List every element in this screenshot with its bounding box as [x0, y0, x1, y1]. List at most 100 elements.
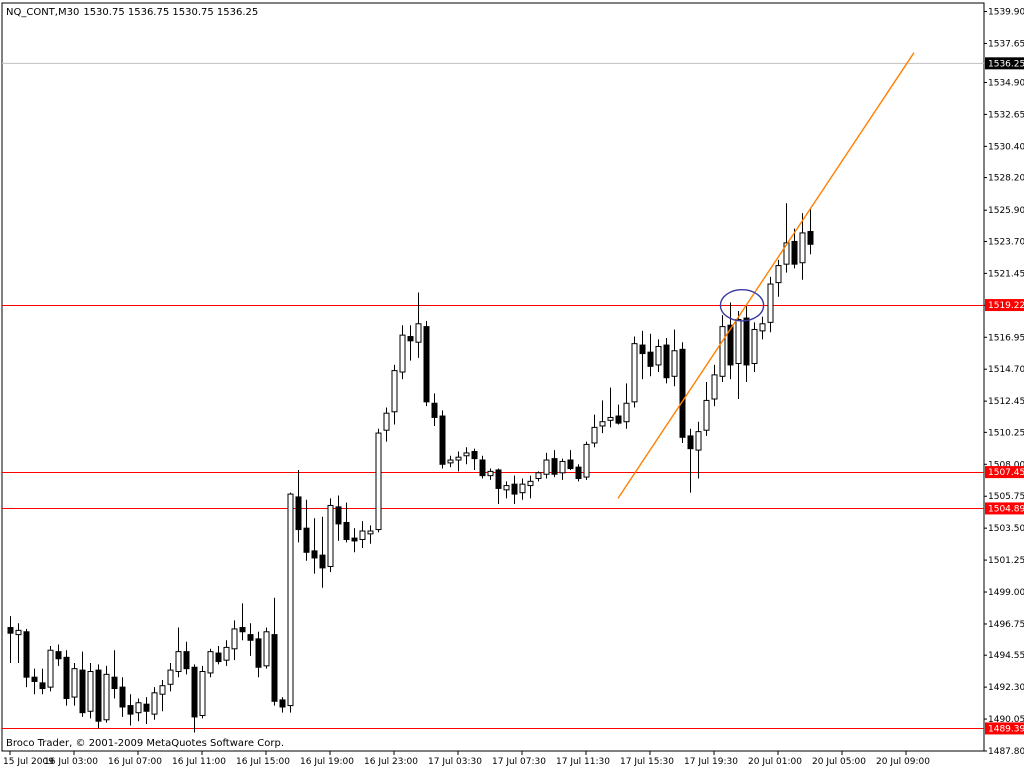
level-badge: [985, 502, 1024, 515]
y-tick-label: 1521.45: [988, 269, 1024, 279]
candle-body-up: [519, 483, 526, 494]
candle-body-up: [455, 456, 462, 461]
horizontal-levels: [2, 62, 984, 729]
candle-body-down: [743, 317, 750, 366]
candle-body-up: [711, 374, 718, 400]
candle-body-down: [311, 550, 318, 559]
candle-body-down: [727, 324, 734, 366]
y-tick-label: 1532.65: [988, 110, 1024, 120]
x-tick-label: 16 Jul 15:00: [236, 757, 290, 767]
level-badge-label: 1489.39: [988, 724, 1024, 734]
candle-body-up: [783, 242, 790, 265]
candle-body-down: [119, 686, 126, 708]
candle-body-up: [383, 412, 390, 431]
candle-body-down: [127, 705, 134, 715]
level-badge: [985, 299, 1024, 312]
candle-body-down: [7, 627, 14, 634]
candle-body-up: [71, 668, 78, 698]
candle-body-up: [591, 426, 598, 444]
candle-body-down: [495, 469, 502, 489]
candle-body-up: [631, 343, 638, 403]
x-tick-label: 17 Jul 07:30: [492, 757, 546, 767]
candle-body-down: [439, 415, 446, 465]
candle-body-up: [287, 493, 294, 707]
level-badge: [985, 722, 1024, 735]
candle-body-up: [135, 702, 142, 714]
y-tick-label: 1505.75: [988, 492, 1024, 502]
candle-body-up: [607, 416, 614, 421]
candle-body-up: [391, 370, 398, 413]
x-tick-label: 16 Jul 03:00: [44, 757, 98, 767]
candle-body-up: [503, 485, 510, 491]
y-tick-label: 1503.50: [988, 524, 1024, 534]
candle-body-down: [567, 459, 574, 470]
y-tick-label: 1539.90: [988, 8, 1024, 18]
candle-body-down: [191, 666, 198, 718]
candle-body-down: [23, 631, 30, 678]
candle-body-down: [431, 402, 438, 418]
candle-body-up: [775, 265, 782, 284]
candle-body-down: [647, 351, 654, 367]
candle-body-down: [143, 703, 150, 712]
candle-body-up: [415, 323, 422, 343]
candle-body-down: [271, 634, 278, 702]
candle-body-up: [367, 530, 374, 535]
y-tick-label: 1534.90: [988, 78, 1024, 88]
candle-body-up: [167, 669, 174, 685]
candle-body-up: [463, 452, 470, 457]
candle-body-down: [687, 435, 694, 450]
y-tick-label: 1492.30: [988, 683, 1024, 693]
candle-body-down: [247, 634, 254, 641]
y-tick-label: 1510.25: [988, 428, 1024, 438]
candle-body-up: [703, 399, 710, 431]
candle-body-down: [319, 554, 326, 569]
candle-body-down: [239, 627, 246, 633]
candle-body-up: [199, 671, 206, 717]
x-tick-label: 16 Jul 23:00: [364, 757, 418, 767]
candle-body-down: [79, 669, 86, 714]
y-tick-label: 1525.90: [988, 206, 1024, 216]
candle-body-down: [39, 682, 46, 690]
candle-body-up: [535, 472, 542, 479]
candle-body-down: [343, 521, 350, 541]
x-tick-label: 17 Jul 15:30: [620, 757, 674, 767]
candle-body-down: [423, 326, 430, 403]
candle-body-up: [47, 649, 54, 688]
candle-body-up: [487, 470, 494, 477]
candle-body-down: [551, 458, 558, 475]
y-tick-label: 1523.70: [988, 237, 1024, 247]
y-tick-label: 1487.80: [988, 747, 1024, 757]
candle-body-up: [695, 431, 702, 451]
candle-body-up: [799, 232, 806, 264]
candle-body-up: [543, 459, 550, 475]
candle-body-up: [655, 345, 662, 366]
x-tick-label: 17 Jul 19:30: [684, 757, 738, 767]
x-tick-label: 20 Jul 01:00: [748, 757, 802, 767]
candle-body-down: [303, 527, 310, 553]
candle-body-up: [223, 646, 230, 661]
candle-body-up: [719, 326, 726, 377]
x-tick-label: 16 Jul 11:00: [172, 757, 226, 767]
candle-body-up: [231, 628, 238, 650]
x-tick-label: 20 Jul 09:00: [876, 757, 930, 767]
candle-body-down: [511, 483, 518, 495]
current-price-label: 1536.25: [988, 59, 1024, 69]
x-tick-label: 20 Jul 05:00: [812, 757, 866, 767]
candle-body-down: [215, 652, 222, 663]
price-axis: 1539.90 1537.65 1534.90 1532.65 1530.40 1528.…: [984, 8, 1024, 757]
copyright-text: Broco Trader, © 2001-2009 MetaQuotes Sof…: [6, 738, 284, 749]
candle-body-down: [663, 344, 670, 379]
candle-body-up: [159, 685, 166, 695]
ellipse-marker: [719, 289, 765, 322]
y-tick-label: 1528.20: [988, 174, 1024, 184]
candle-body-up: [151, 692, 158, 715]
y-tick-label: 1490.05: [988, 715, 1024, 725]
x-tick-label: 17 Jul 03:30: [428, 757, 482, 767]
candle-body-down: [95, 669, 102, 722]
x-tick-label: 16 Jul 19:00: [300, 757, 354, 767]
candle-body-up: [735, 319, 742, 365]
candle-body-up: [359, 530, 366, 541]
x-tick-label: 17 Jul 11:30: [556, 757, 610, 767]
level-badge-label: 1507.45: [988, 468, 1024, 478]
